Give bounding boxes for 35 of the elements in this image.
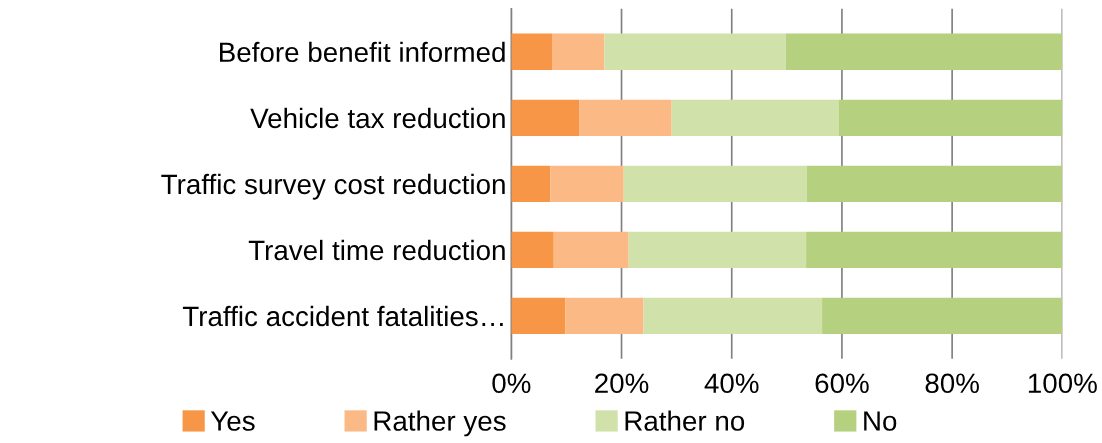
bar [838, 99, 1063, 136]
bar [511, 231, 554, 269]
y-tick-label: Travel time reduction [248, 239, 505, 261]
bar [806, 165, 1063, 202]
bar [623, 165, 807, 202]
y-tick-label: Traffic survey cost reduction [161, 173, 505, 200]
bar [643, 297, 823, 335]
bar [565, 297, 644, 335]
y-tick-label: Traffic accident fatalities… [182, 305, 503, 327]
legend-label: Rather yes [374, 410, 506, 437]
legend-label: Yes [210, 411, 255, 431]
bar [511, 33, 553, 70]
bar [671, 99, 839, 136]
bar [785, 33, 1063, 70]
bar [822, 297, 1063, 335]
y-tick-label: Before benefit informed [220, 41, 505, 63]
x-tick-label: 20% [595, 373, 649, 394]
x-tick-label: 100% [1028, 373, 1097, 394]
bar [511, 99, 580, 136]
bar [550, 165, 624, 202]
bar [579, 99, 672, 136]
bar [806, 231, 1063, 269]
bar [604, 33, 786, 70]
bar [553, 231, 629, 269]
legend-label: No [864, 411, 897, 431]
bar [552, 33, 605, 70]
y-tick-label: Vehicle tax reduction [250, 107, 505, 129]
x-tick-label: 0% [492, 373, 531, 394]
x-tick-label: 60% [815, 373, 869, 394]
bar [511, 165, 551, 202]
x-tick-label: 40% [704, 373, 759, 394]
bar [511, 297, 566, 335]
bar [628, 231, 807, 269]
legend-label: Rather no [625, 410, 745, 431]
x-tick-label: 80% [925, 373, 979, 394]
